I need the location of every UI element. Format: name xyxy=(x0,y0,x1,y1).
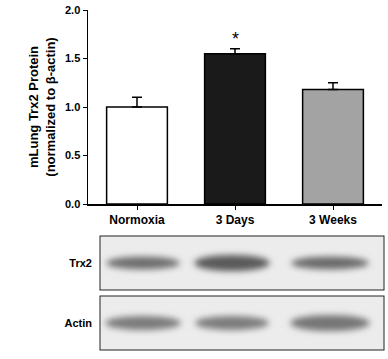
svg-text:1.0: 1.0 xyxy=(65,101,80,113)
svg-text:2.0: 2.0 xyxy=(65,4,80,16)
svg-text:0.0: 0.0 xyxy=(65,198,80,210)
svg-text:Actin: Actin xyxy=(65,317,93,329)
svg-text:Normoxia: Normoxia xyxy=(109,213,165,227)
svg-text:*: * xyxy=(232,29,239,49)
svg-text:Trx2: Trx2 xyxy=(69,257,92,269)
svg-text:0.5: 0.5 xyxy=(65,149,80,161)
svg-text:3 Days: 3 Days xyxy=(216,213,255,227)
svg-text:3 Weeks: 3 Weeks xyxy=(309,213,357,227)
svg-text:1.5: 1.5 xyxy=(65,52,80,64)
svg-text:mLung Trx2 Protein(normalized: mLung Trx2 Protein(normalized to β-actin… xyxy=(26,37,58,176)
